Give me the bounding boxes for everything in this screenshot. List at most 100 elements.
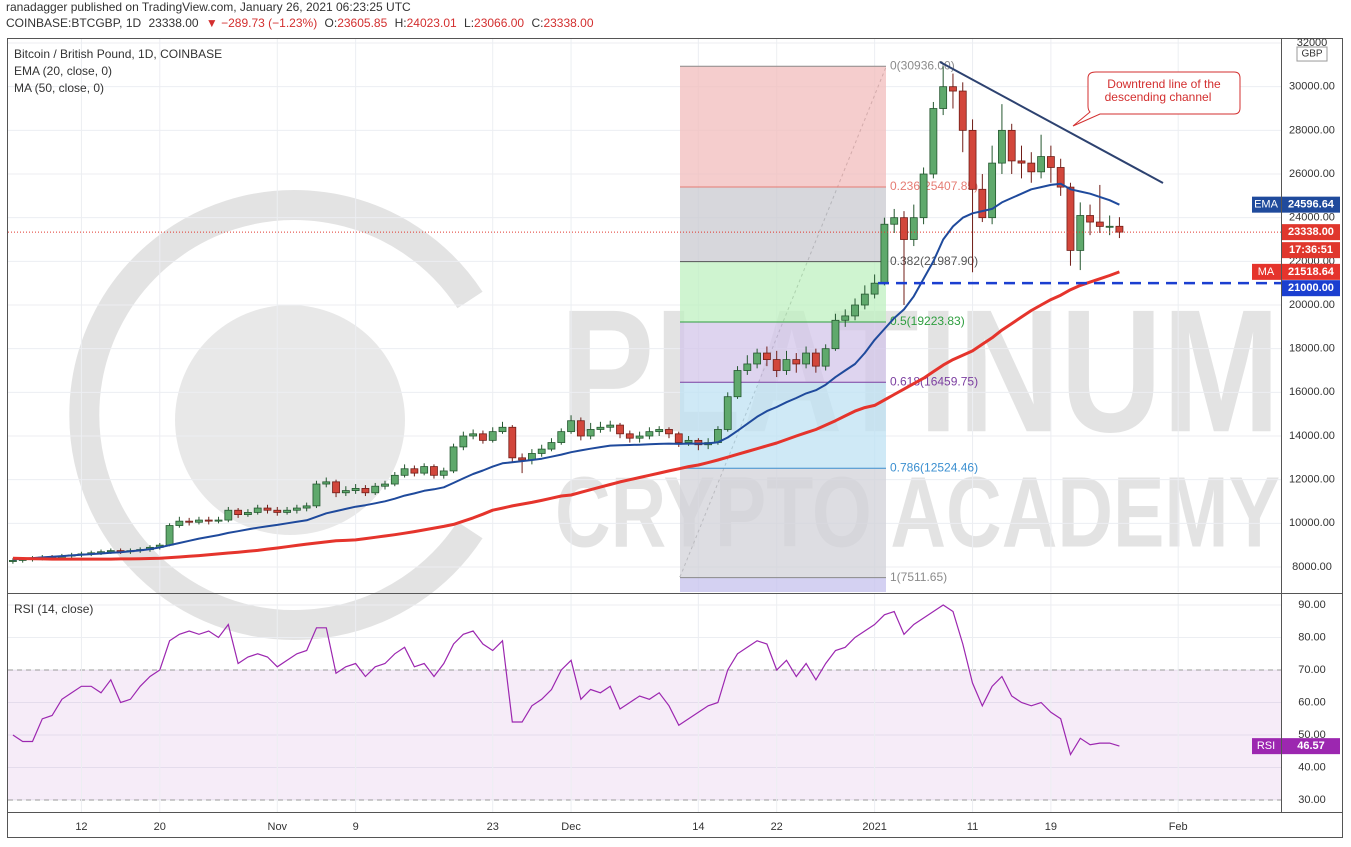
last: 23338.00	[149, 16, 199, 30]
candle-body	[283, 509, 291, 513]
legend-entry: EMA (20, close, 0)	[14, 64, 112, 78]
watermark-line1: PLATINUM	[560, 274, 1280, 469]
candle-body	[1037, 156, 1045, 173]
c-value: 23338.00	[543, 16, 593, 30]
fibonacci: 0(30936.00)0.236(25407.85)0.382(21987.90…	[679, 58, 978, 592]
candle-body	[292, 507, 301, 511]
candle-body	[106, 550, 115, 553]
countdown-badge-bg	[1282, 242, 1340, 259]
y-tick-label: 32000	[1297, 37, 1328, 49]
symbol-line: COINBASE:BTCGBP, 1D 23338.00 ▼ −289.73 (…	[6, 16, 594, 30]
candle-body	[782, 359, 791, 371]
currency-tag	[1296, 46, 1328, 62]
candle-body	[1095, 221, 1104, 227]
fib-zone	[680, 577, 886, 592]
candle-body	[195, 519, 203, 523]
downtrend-line	[939, 61, 1164, 184]
candle-body	[488, 431, 497, 441]
support-badge: 21000.00	[1288, 282, 1334, 294]
candle-body	[909, 217, 918, 240]
x-tick-label: Nov	[268, 821, 288, 833]
candle-body	[8, 560, 17, 562]
c-label: C:	[531, 16, 543, 30]
candle-body	[390, 474, 399, 485]
x-tick-label: 22	[771, 821, 783, 833]
fib-zone	[680, 321, 886, 383]
candle-body	[919, 173, 928, 219]
candle-body	[625, 433, 634, 439]
candle-body	[1076, 215, 1085, 251]
grid	[8, 38, 1281, 812]
candle-body	[596, 426, 605, 430]
y-tick-label: 70.00	[1298, 664, 1326, 676]
o-label: O:	[325, 16, 338, 30]
candle-body	[851, 304, 859, 317]
y-tick-label: 14000.00	[1289, 430, 1335, 442]
series-tag: EMA	[1254, 199, 1279, 211]
series-badge: 24596.64	[1288, 199, 1335, 211]
rsi-title: RSI (14, close)	[14, 602, 93, 616]
candle-body	[772, 359, 781, 371]
callout-text: Downtrend line of the	[1107, 77, 1221, 91]
y-tick-label: 26000.00	[1289, 168, 1335, 180]
l-value: 23066.00	[474, 16, 524, 30]
candle-body	[1115, 225, 1124, 233]
candle-body	[1046, 156, 1055, 168]
axes: 8000.00 10000.00 12000.00 14000.00 16000.00 1…	[75, 37, 1340, 833]
candle-body	[880, 223, 889, 284]
candle-body	[302, 505, 311, 509]
support-badge-bg	[1282, 280, 1340, 297]
candle-body	[821, 348, 830, 367]
rsi-line	[12, 604, 1120, 757]
candle-body	[586, 429, 595, 437]
l-label: L:	[464, 16, 474, 30]
h-value: 24023.01	[407, 16, 457, 30]
symbol: COINBASE:BTCGBP, 1D	[6, 16, 141, 30]
candle-body	[723, 396, 732, 430]
candle-body	[655, 429, 664, 433]
candle-body	[939, 86, 948, 109]
x-tick-label: 9	[353, 821, 359, 833]
chart-title: Bitcoin / British Pound, 1D, COINBASE	[14, 47, 222, 61]
candle-body	[1017, 160, 1026, 164]
x-tick-label: 14	[692, 821, 704, 833]
candle-body	[371, 485, 380, 494]
fib-zone	[680, 468, 886, 578]
candle-body	[733, 370, 742, 398]
candle-body	[400, 468, 409, 476]
y-tick-label: 40.00	[1298, 761, 1326, 773]
last-price-badge-bg	[1282, 224, 1340, 241]
callout-text: descending channel	[1105, 90, 1212, 104]
watermark-line2: CRYPTO ACADEMY	[555, 456, 1280, 568]
candle-body	[811, 352, 820, 367]
fib-label: 0.786(12524.46)	[890, 460, 978, 474]
candle-body	[322, 481, 331, 485]
y-tick-label: 16000.00	[1289, 386, 1335, 398]
currency: GBP	[1301, 49, 1322, 60]
x-tick-label: 12	[75, 821, 87, 833]
h-label: H:	[395, 16, 407, 30]
y-tick-label: 28000.00	[1289, 124, 1335, 136]
candle-body	[253, 507, 262, 513]
candle-body	[420, 466, 429, 474]
x-tick-label: 11	[967, 821, 978, 833]
candle-body	[988, 162, 997, 219]
candle-body	[508, 426, 517, 459]
candle-body	[204, 519, 213, 522]
fib-label: 1(7511.65)	[890, 570, 947, 584]
x-tick-label: 19	[1045, 821, 1057, 833]
candle-body	[753, 352, 762, 365]
candle-body	[1056, 167, 1065, 188]
candle-body	[958, 90, 967, 131]
rsi-tag-bg	[1252, 738, 1281, 755]
y-tick-label: 80.00	[1298, 631, 1326, 643]
drawings: Downtrend line of the descending channel	[8, 61, 1281, 285]
fib-zone	[680, 66, 886, 187]
candle-body	[1027, 162, 1036, 173]
candle-body	[860, 293, 869, 306]
series-badge-bg	[1282, 196, 1340, 213]
candle-body	[665, 429, 673, 435]
y-tick-label: 24000.00	[1289, 212, 1335, 224]
indicator-line	[12, 182, 1120, 561]
candle-body	[341, 490, 350, 494]
